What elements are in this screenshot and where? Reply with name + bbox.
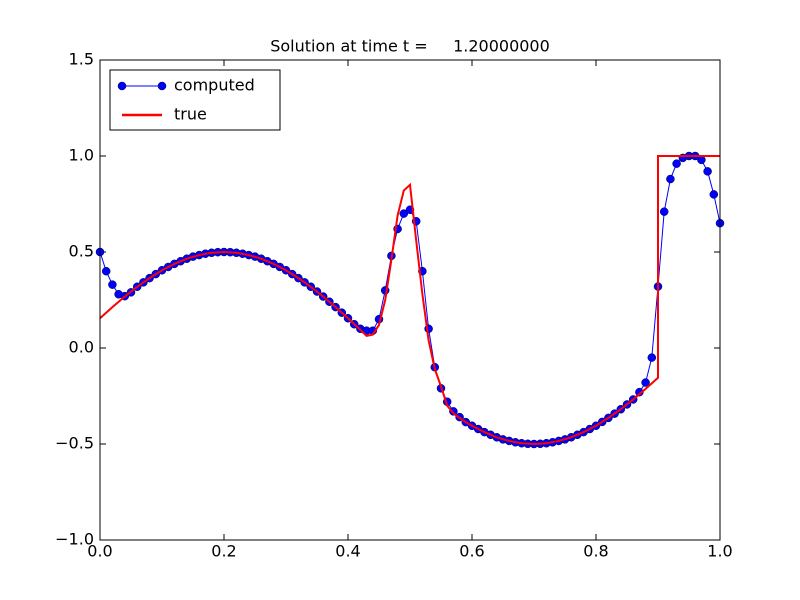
legend-label: true [174,105,207,124]
data-point [666,174,675,184]
x-tick-label: 0.4 [335,542,360,561]
legend-box [109,69,281,131]
data-point [635,387,644,397]
y-tick-label: 1.5 [69,50,94,69]
y-tick-label: 0.5 [69,242,94,261]
plot-frame [99,59,721,541]
x-tick-label: 0.2 [211,542,236,561]
data-point [647,353,657,362]
data-point [703,167,712,176]
x-tick-label: 0.6 [459,542,484,561]
legend-marker [157,81,167,91]
y-tick-label: 1.0 [69,146,94,165]
data-point [659,207,669,216]
y-tick-label: −0.5 [55,434,94,453]
y-tick-label: 0.0 [69,338,94,357]
data-point [101,266,111,276]
x-tick-label: 0.0 [87,542,112,561]
data-point [399,209,409,218]
data-point [709,190,719,199]
x-tick-label: 0.8 [583,542,608,561]
data-point [672,159,681,168]
legend-marker [117,81,127,91]
x-tick-label: 1.0 [707,542,732,561]
chart-title: Solution at time t = 1.20000000 [270,37,550,56]
series-line [100,155,720,446]
data-point [108,280,117,289]
data-point [641,378,650,387]
data-point [697,155,706,165]
y-tick-label: −1.0 [55,530,94,549]
legend-label: computed [174,76,255,95]
